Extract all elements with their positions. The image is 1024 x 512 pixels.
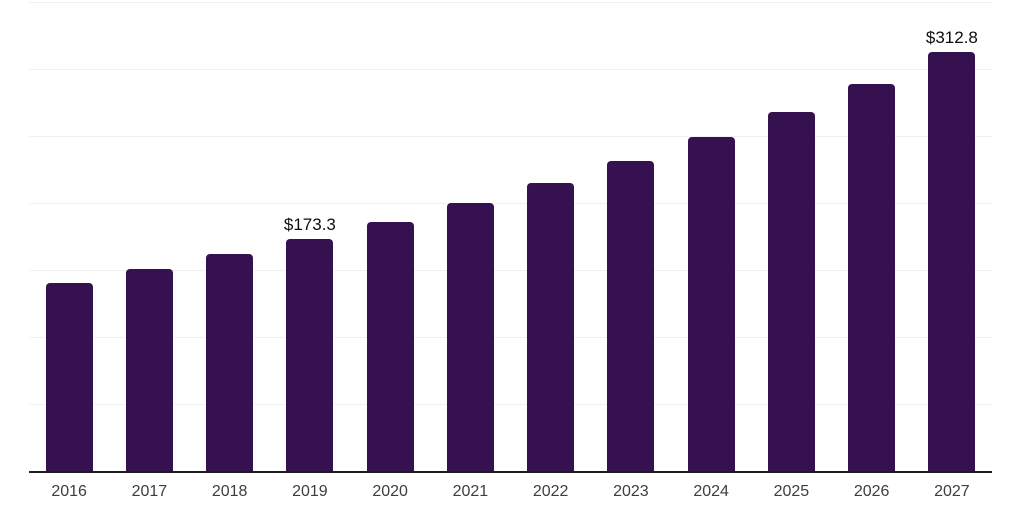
x-tick-label: 2018: [211, 483, 248, 500]
bar: [45, 283, 93, 471]
x-tick-label: 2020: [372, 483, 408, 500]
x-tick-label: 2026: [853, 483, 890, 500]
bar: [928, 51, 976, 471]
bar-slot: [832, 2, 912, 471]
data-label: $312.8: [925, 28, 978, 48]
bar-slot: [511, 2, 591, 471]
bar-slot: [350, 2, 430, 471]
bar-slot: $312.8: [912, 2, 992, 471]
bar: [286, 238, 334, 471]
bar-slot: [29, 2, 109, 471]
gridline: [29, 136, 992, 137]
x-tick-label: 2019: [292, 483, 328, 500]
x-tick-label: 2016: [51, 483, 87, 500]
bar-slot: [109, 2, 189, 471]
gridline: [29, 270, 992, 271]
bar: [206, 254, 254, 471]
bar: [125, 268, 173, 471]
x-axis-line: [29, 471, 992, 473]
x-tick-label: 2021: [452, 483, 489, 500]
bar-slot: $173.3: [270, 2, 350, 471]
bar: [767, 111, 815, 471]
x-tick-label: 2022: [532, 483, 569, 500]
bar-slot: [591, 2, 671, 471]
data-label: $173.3: [283, 215, 336, 235]
x-tick-label: 2023: [613, 483, 649, 500]
x-tick-label: 2017: [131, 483, 168, 500]
gridline: [29, 2, 992, 3]
bar: [527, 183, 575, 471]
bar: [687, 137, 735, 471]
plot-area: $173.3 $312.8: [29, 2, 992, 471]
x-tick-label: 2027: [934, 483, 970, 500]
x-tick-label: 2024: [693, 483, 729, 500]
bar: [446, 203, 494, 471]
gridline: [29, 69, 992, 70]
x-tick-label: 2025: [773, 483, 810, 500]
bar: [848, 83, 896, 471]
bar: [607, 161, 655, 471]
bar: [366, 222, 414, 471]
bar-slot: [190, 2, 270, 471]
gridline: [29, 203, 992, 205]
gridline: [29, 337, 992, 339]
bar-slot: [430, 2, 510, 471]
bar-slot: [671, 2, 751, 471]
x-axis-labels: 2016 2017 2018 2019 2020 2021 2022 2023 2024 2025…: [29, 482, 992, 502]
bar-slot: [751, 2, 831, 471]
gridline: [29, 404, 992, 406]
